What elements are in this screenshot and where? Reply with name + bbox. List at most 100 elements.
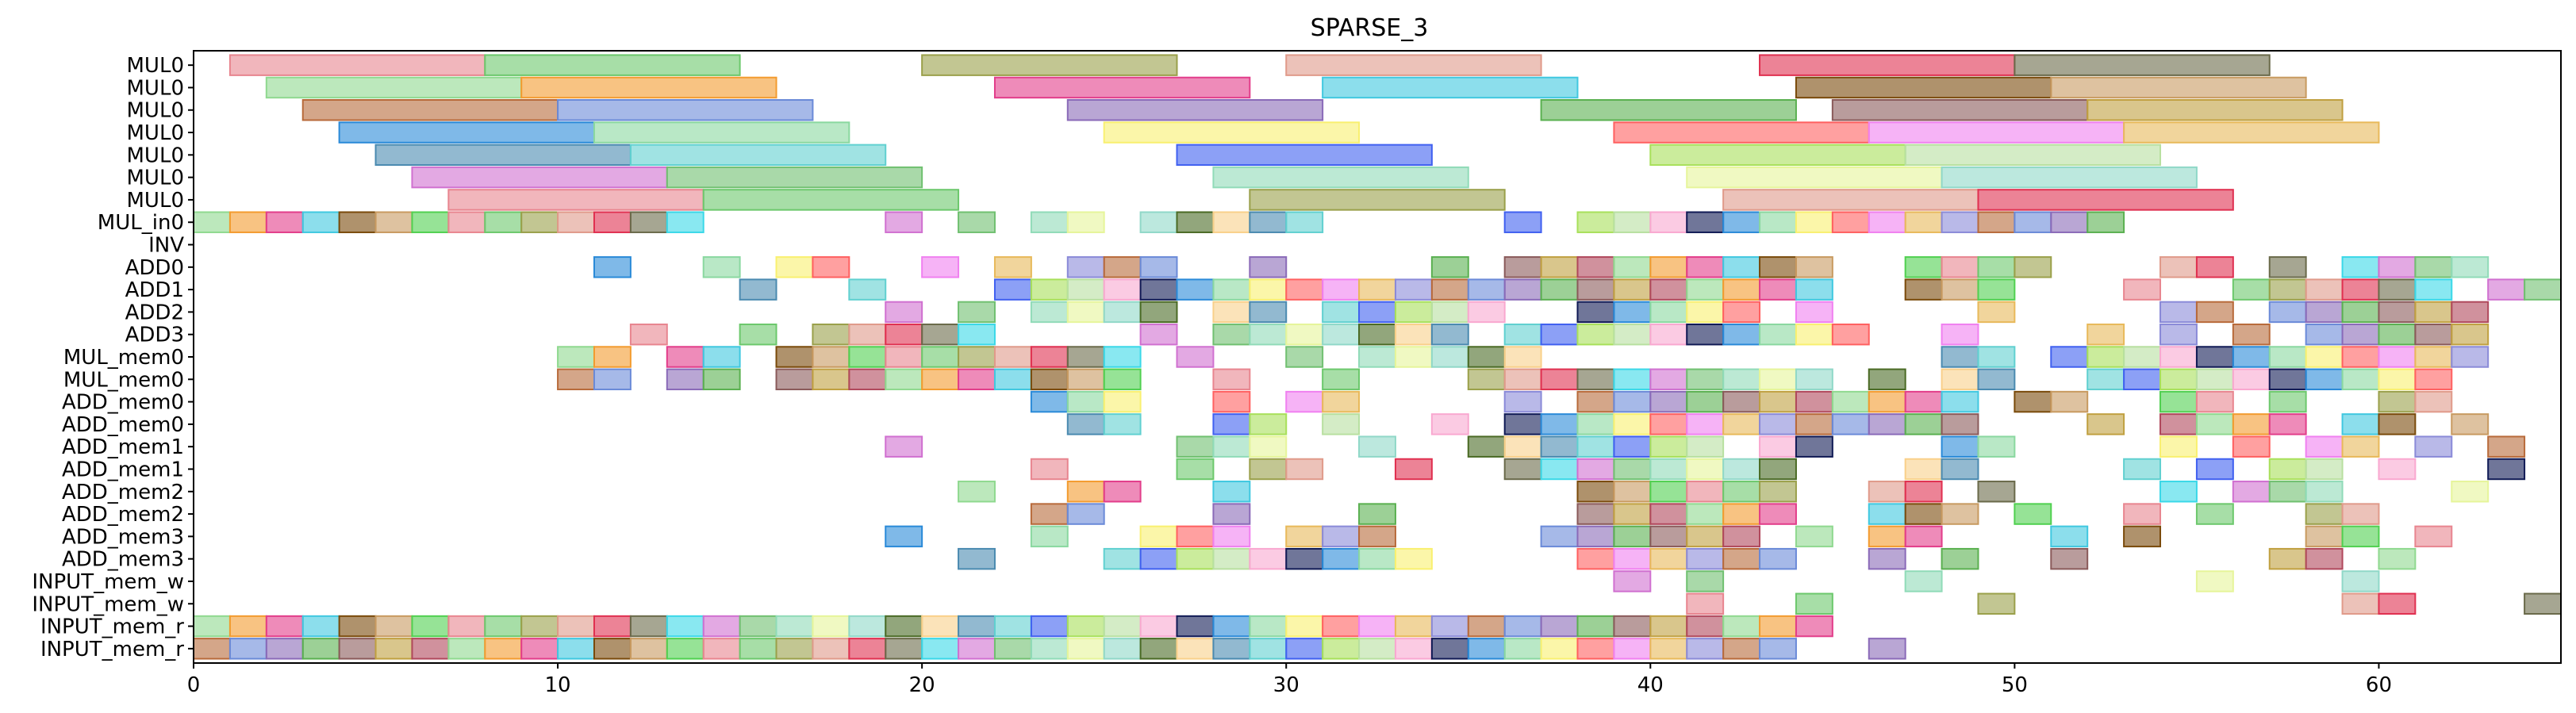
task-bar [1904, 144, 2162, 167]
task-bar [921, 615, 960, 638]
task-bar [1176, 278, 1215, 301]
task-bar [1285, 390, 1324, 413]
task-bar [958, 615, 996, 638]
task-bar [629, 211, 668, 233]
y-tick-label: ADD_mem1 [62, 435, 184, 459]
task-bar [1322, 323, 1361, 346]
task-bar [2159, 413, 2198, 435]
task-bar [2341, 368, 2380, 391]
task-bar [1139, 278, 1178, 301]
task-bar [2268, 301, 2307, 324]
task-bar [1686, 278, 1725, 301]
task-bar [1322, 278, 1361, 301]
task-bar [1358, 435, 1396, 458]
task-bar [775, 615, 814, 638]
task-bar [1722, 211, 1761, 233]
task-bar [1759, 390, 1797, 413]
task-bar [1795, 390, 1833, 413]
task-bar [484, 211, 523, 233]
task-bar [1176, 525, 1215, 548]
task-bar [1030, 301, 1069, 324]
task-bar [1503, 323, 1542, 346]
task-bar [812, 346, 850, 368]
task-bar [2305, 435, 2344, 458]
task-bar [2195, 368, 2234, 391]
task-bar [1686, 525, 1725, 548]
task-bar [666, 638, 704, 660]
task-bar [1285, 323, 1324, 346]
task-bar [1285, 278, 1324, 301]
task-bar [2305, 458, 2344, 481]
task-bar [1649, 323, 1688, 346]
task-bar [484, 638, 523, 660]
task-bar [338, 211, 377, 233]
task-bar [2524, 592, 2562, 615]
task-bar [1576, 458, 1615, 481]
task-bar [1613, 368, 1652, 391]
task-bar [2014, 54, 2271, 76]
task-bar [812, 256, 850, 278]
task-bar [1576, 413, 1615, 435]
y-tick-label: ADD_mem2 [62, 481, 184, 504]
task-bar [1467, 301, 1506, 324]
task-bar [1868, 413, 1906, 435]
task-bar [1722, 503, 1761, 525]
task-bar [520, 638, 559, 660]
task-bar [1103, 638, 1142, 660]
task-bar [1759, 458, 1797, 481]
task-bar [2232, 278, 2271, 301]
task-bar [1249, 547, 1288, 570]
task-bar [1103, 413, 1142, 435]
task-bar [1212, 301, 1251, 324]
task-bar [1576, 390, 1615, 413]
task-bar [1613, 503, 1652, 525]
task-bar [2378, 301, 2417, 324]
task-bar [2014, 503, 2052, 525]
task-bar [775, 368, 814, 391]
task-bar [1722, 278, 1761, 301]
task-bar [1030, 346, 1069, 368]
task-bar [1503, 368, 1542, 391]
task-bar [1686, 592, 1725, 615]
task-bar [1613, 615, 1652, 638]
task-bar [1722, 189, 1979, 211]
task-bar [1941, 413, 1979, 435]
y-tick-label: ADD_mem3 [62, 525, 184, 549]
task-bar [265, 638, 304, 660]
task-bar [1795, 301, 1833, 324]
task-bar [1503, 346, 1542, 368]
task-bar [447, 638, 486, 660]
task-bar [228, 638, 267, 660]
y-tick-label: MUL_in0 [98, 211, 184, 235]
task-bar [2195, 390, 2234, 413]
task-bar [2305, 346, 2344, 368]
task-bar [1394, 346, 1433, 368]
task-bar [1358, 346, 1396, 368]
task-bar [2123, 458, 2162, 481]
task-bar [2268, 368, 2307, 391]
chart-title: SPARSE_3 [1311, 14, 1429, 42]
task-bar [1686, 503, 1725, 525]
task-bar [2087, 211, 2125, 233]
task-bar [1686, 166, 1943, 189]
task-bar [885, 368, 923, 391]
task-bar [1540, 368, 1579, 391]
task-bar [1649, 525, 1688, 548]
task-bar [1686, 481, 1725, 503]
task-bar [228, 615, 267, 638]
task-bar [1759, 368, 1797, 391]
task-bar [301, 615, 340, 638]
task-bar [1322, 76, 1579, 99]
task-bar [2268, 278, 2307, 301]
task-bar [1686, 570, 1725, 592]
task-bar [1066, 413, 1105, 435]
task-bar [775, 638, 814, 660]
task-bar [629, 615, 668, 638]
task-bar [593, 256, 632, 278]
task-bar [2195, 570, 2234, 592]
task-bar [1212, 166, 1469, 189]
task-bar [1795, 323, 1833, 346]
task-bar [2195, 301, 2234, 324]
task-bar [1030, 503, 1069, 525]
task-bar [1613, 435, 1652, 458]
